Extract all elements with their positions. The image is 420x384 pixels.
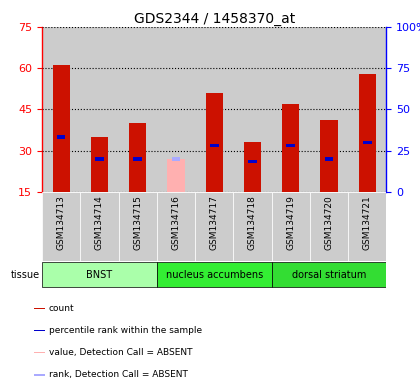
Bar — [195, 192, 234, 261]
Bar — [42, 27, 80, 192]
Text: GSM134721: GSM134721 — [363, 195, 372, 250]
Text: GSM134717: GSM134717 — [210, 195, 219, 250]
Bar — [325, 157, 333, 161]
Bar — [234, 192, 272, 261]
Text: GSM134715: GSM134715 — [133, 195, 142, 250]
Bar — [95, 157, 104, 161]
Text: GSM134713: GSM134713 — [57, 195, 66, 250]
Bar — [348, 27, 386, 192]
Text: percentile rank within the sample: percentile rank within the sample — [49, 326, 202, 335]
Bar — [248, 160, 257, 163]
Bar — [210, 144, 218, 147]
Bar — [118, 192, 157, 261]
Text: GSM134719: GSM134719 — [286, 195, 295, 250]
Bar — [167, 159, 184, 192]
Bar — [348, 192, 386, 261]
Title: GDS2344 / 1458370_at: GDS2344 / 1458370_at — [134, 12, 295, 26]
Text: GSM134718: GSM134718 — [248, 195, 257, 250]
Text: value, Detection Call = ABSENT: value, Detection Call = ABSENT — [49, 348, 192, 357]
Bar — [134, 157, 142, 161]
Bar — [206, 93, 223, 192]
Text: count: count — [49, 304, 74, 313]
Bar — [310, 27, 348, 192]
Bar — [34, 374, 45, 376]
Text: GSM134714: GSM134714 — [95, 195, 104, 250]
Bar — [359, 74, 376, 192]
Bar — [272, 263, 386, 286]
Bar — [91, 137, 108, 192]
Bar — [172, 157, 180, 161]
Bar — [272, 192, 310, 261]
Bar — [157, 27, 195, 192]
Text: rank, Detection Call = ABSENT: rank, Detection Call = ABSENT — [49, 370, 188, 379]
Bar — [286, 144, 295, 147]
Bar — [34, 352, 45, 354]
Bar — [57, 135, 66, 139]
Bar — [157, 192, 195, 261]
Bar — [42, 263, 157, 286]
Text: tissue: tissue — [11, 270, 40, 280]
Bar — [52, 65, 70, 192]
Bar — [157, 263, 272, 286]
Text: BNST: BNST — [87, 270, 113, 280]
Bar — [34, 308, 45, 309]
Bar — [234, 27, 272, 192]
Bar — [34, 330, 45, 331]
Bar — [129, 123, 146, 192]
Text: GSM134720: GSM134720 — [325, 195, 333, 250]
Bar — [80, 192, 118, 261]
Text: GSM134716: GSM134716 — [171, 195, 181, 250]
Bar — [272, 27, 310, 192]
Bar — [320, 121, 338, 192]
Bar — [80, 27, 118, 192]
Bar — [118, 27, 157, 192]
Text: nucleus accumbens: nucleus accumbens — [165, 270, 263, 280]
Bar — [363, 141, 372, 144]
Bar — [42, 192, 80, 261]
Bar — [310, 192, 348, 261]
Bar — [282, 104, 299, 192]
Bar — [244, 142, 261, 192]
Text: dorsal striatum: dorsal striatum — [292, 270, 366, 280]
Bar — [195, 27, 234, 192]
